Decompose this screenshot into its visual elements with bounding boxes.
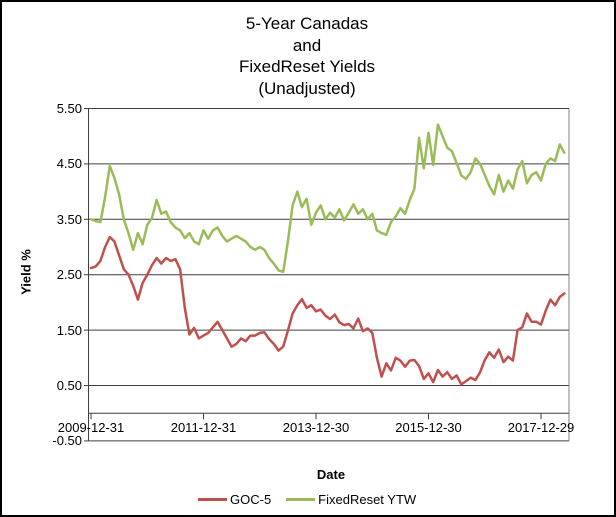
x-axis-title: Date <box>316 467 346 482</box>
y-tick-label: 0.50 <box>56 378 82 393</box>
x-tick-label: 2011-12-31 <box>170 420 237 435</box>
y-tick-label: 1.50 <box>56 322 82 338</box>
legend-swatch-fixedreset-ytw <box>286 497 316 502</box>
legend-label-fixedreset-ytw: FixedReset YTW <box>318 492 417 507</box>
x-tick-label: 2015-12-30 <box>395 420 462 435</box>
series-line-goc-5 <box>89 235 566 386</box>
legend: GOC-5 FixedReset YTW <box>198 492 416 507</box>
legend-swatch-goc5 <box>198 497 227 502</box>
chart-title-line-4: (Unadjusted) <box>258 78 356 98</box>
x-tick-label: 2009-12-31 <box>57 420 125 435</box>
y-tick-label: 4.50 <box>56 156 82 172</box>
legend-item-goc5: GOC-5 <box>198 492 271 507</box>
y-tick-label: 3.50 <box>56 211 82 227</box>
series-line-fixedreset-ytw <box>89 123 566 274</box>
y-tick-label: 5.50 <box>56 101 82 116</box>
chart-title-line-3: FixedReset Yields <box>238 57 376 76</box>
y-tick-label: -0.50 <box>52 433 82 449</box>
chart-title-line-2: and <box>292 35 322 55</box>
legend-item-fixedreset-ytw: FixedReset YTW <box>286 492 416 507</box>
legend-label-goc5: GOC-5 <box>230 492 272 507</box>
y-tick-label: 2.50 <box>56 267 82 283</box>
x-tick-label: 2017-12-29 <box>507 420 575 435</box>
x-tick-label: 2013-12-30 <box>282 420 350 435</box>
chart-title: 5-Year Canadas and FixedReset Yields (Un… <box>87 13 527 99</box>
chart-title-line-1: 5-Year Canadas <box>245 14 369 33</box>
